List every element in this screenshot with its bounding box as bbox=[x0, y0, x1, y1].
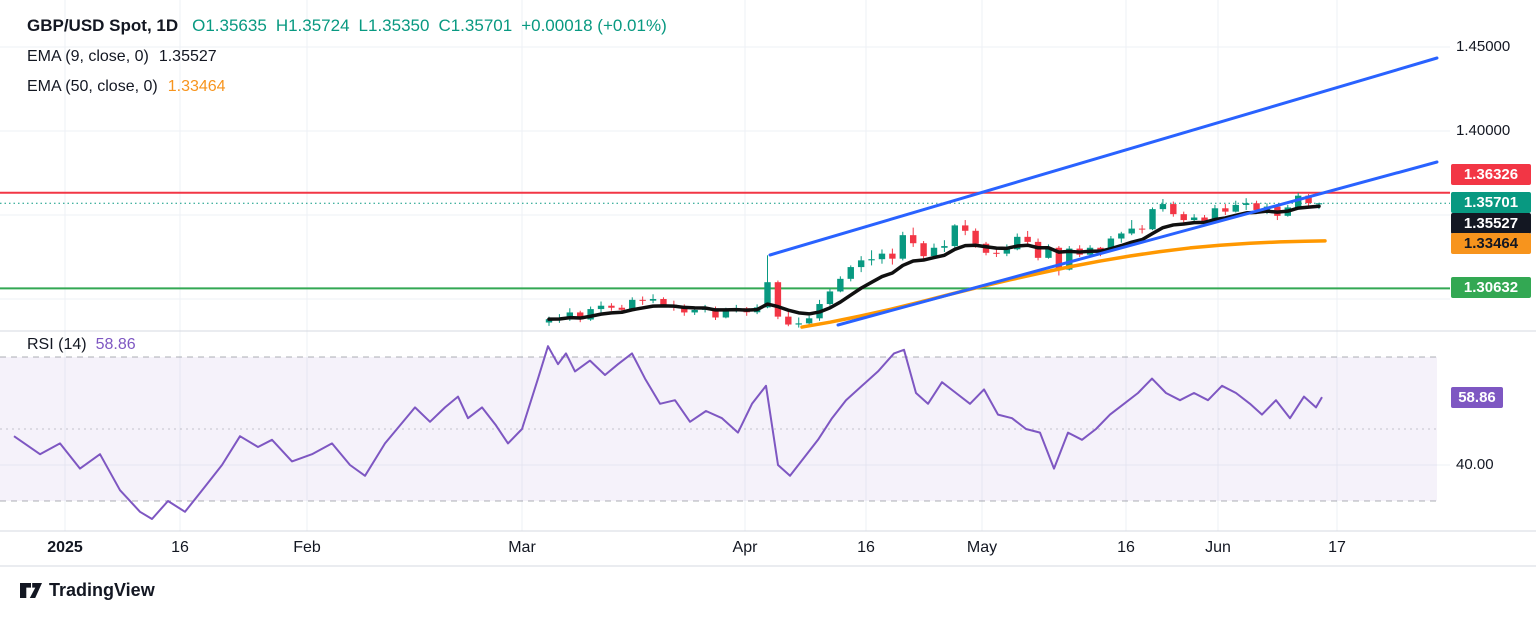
trendlines[interactable] bbox=[768, 56, 1439, 327]
price-tick-label: 1.40000 bbox=[1456, 122, 1511, 139]
time-tick-label: 16 bbox=[1117, 539, 1135, 556]
brand-text: TradingView bbox=[49, 580, 155, 600]
rsi-band bbox=[0, 356, 1437, 502]
price-badge: 1.35701 bbox=[1451, 191, 1531, 213]
grid bbox=[0, 0, 1450, 531]
rsi-badge: 58.86 bbox=[1451, 386, 1503, 408]
time-tick-label: Jun bbox=[1205, 539, 1231, 556]
ohlc-token: L1.35350 bbox=[358, 16, 430, 35]
rsi-value: 58.86 bbox=[95, 336, 136, 353]
indicator-label: EMA (9, close, 0) bbox=[27, 48, 149, 65]
ema9-line[interactable] bbox=[547, 204, 1321, 321]
price-badge: 1.36326 bbox=[1451, 163, 1531, 185]
symbol-ohlc-row[interactable]: GBP/USD Spot, 1D O1.35635 H1.35724 L1.35350… bbox=[27, 15, 676, 36]
indicator-label: EMA (50, close, 0) bbox=[27, 78, 158, 95]
time-tick-label: Apr bbox=[732, 539, 758, 556]
price-tick-label: 1.45000 bbox=[1456, 38, 1511, 55]
ohlc-token: O1.35635 bbox=[192, 16, 267, 35]
indicator-row[interactable]: EMA (50, close, 0) 1.33464 bbox=[27, 77, 676, 96]
tradingview-brand[interactable]: TradingView bbox=[20, 580, 155, 601]
price-badge: 1.30632 bbox=[1451, 276, 1531, 298]
time-tick-label: Feb bbox=[293, 539, 321, 556]
rsi-line[interactable] bbox=[13, 345, 1323, 520]
rsi-label: RSI (14) bbox=[27, 336, 87, 353]
time-tick-label: May bbox=[966, 539, 998, 556]
chart-legend[interactable]: GBP/USD Spot, 1D O1.35635 H1.35724 L1.35350… bbox=[27, 15, 676, 96]
indicator-value: 1.35527 bbox=[158, 48, 217, 65]
indicator-row[interactable]: EMA (9, close, 0) 1.35527 bbox=[27, 47, 676, 66]
ohlc-token: C1.35701 bbox=[438, 16, 513, 35]
ohlc-token: H1.35724 bbox=[275, 16, 350, 35]
indicator-value: 1.33464 bbox=[167, 78, 226, 95]
ohlc-values: O1.35635 H1.35724 L1.35350 C1.35701 +0.00018… bbox=[192, 16, 676, 35]
rsi-legend[interactable]: RSI (14) 58.86 bbox=[27, 336, 136, 354]
time-tick-label: 16 bbox=[857, 539, 875, 556]
time-tick-label: 16 bbox=[171, 539, 189, 556]
symbol-title: GBP/USD Spot, 1D bbox=[27, 16, 179, 35]
tradingview-logo-icon bbox=[20, 583, 42, 598]
time-tick-label: 17 bbox=[1328, 539, 1346, 556]
ohlc-token: +0.00018 (+0.01%) bbox=[521, 16, 667, 35]
time-tick-label: Mar bbox=[508, 539, 536, 556]
price-badge: 1.35527 bbox=[1451, 212, 1531, 234]
horizontal-price-lines[interactable] bbox=[0, 191, 1450, 290]
rsi-tick-label: 40.00 bbox=[1456, 456, 1494, 473]
price-badge: 1.33464 bbox=[1451, 232, 1531, 254]
time-tick-label: 2025 bbox=[47, 539, 83, 556]
